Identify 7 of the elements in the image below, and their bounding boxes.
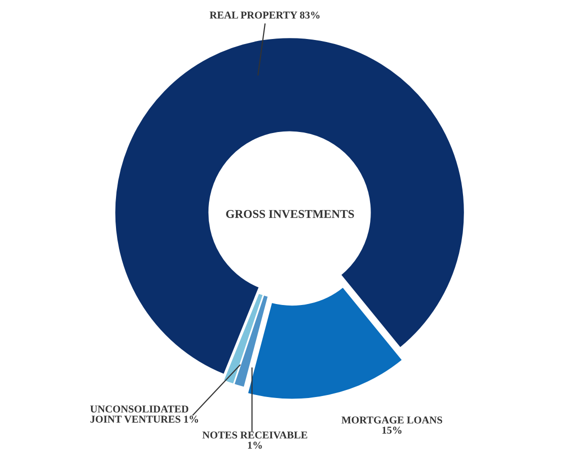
slice-label: NOTES RECEIVABLE: [202, 432, 308, 439]
data-label: 15%: [382, 426, 402, 434]
slice-label: REAL PROPERTY 83%: [210, 12, 320, 19]
slice-label: UNCONSOLIDATED JOINT VENTURES 1%: [90, 406, 198, 423]
data-label: 1%: [248, 442, 262, 449]
slice-label: MORTGAGE LOANS: [342, 416, 442, 424]
text: GROSS INVESTMENTS: [226, 210, 354, 218]
